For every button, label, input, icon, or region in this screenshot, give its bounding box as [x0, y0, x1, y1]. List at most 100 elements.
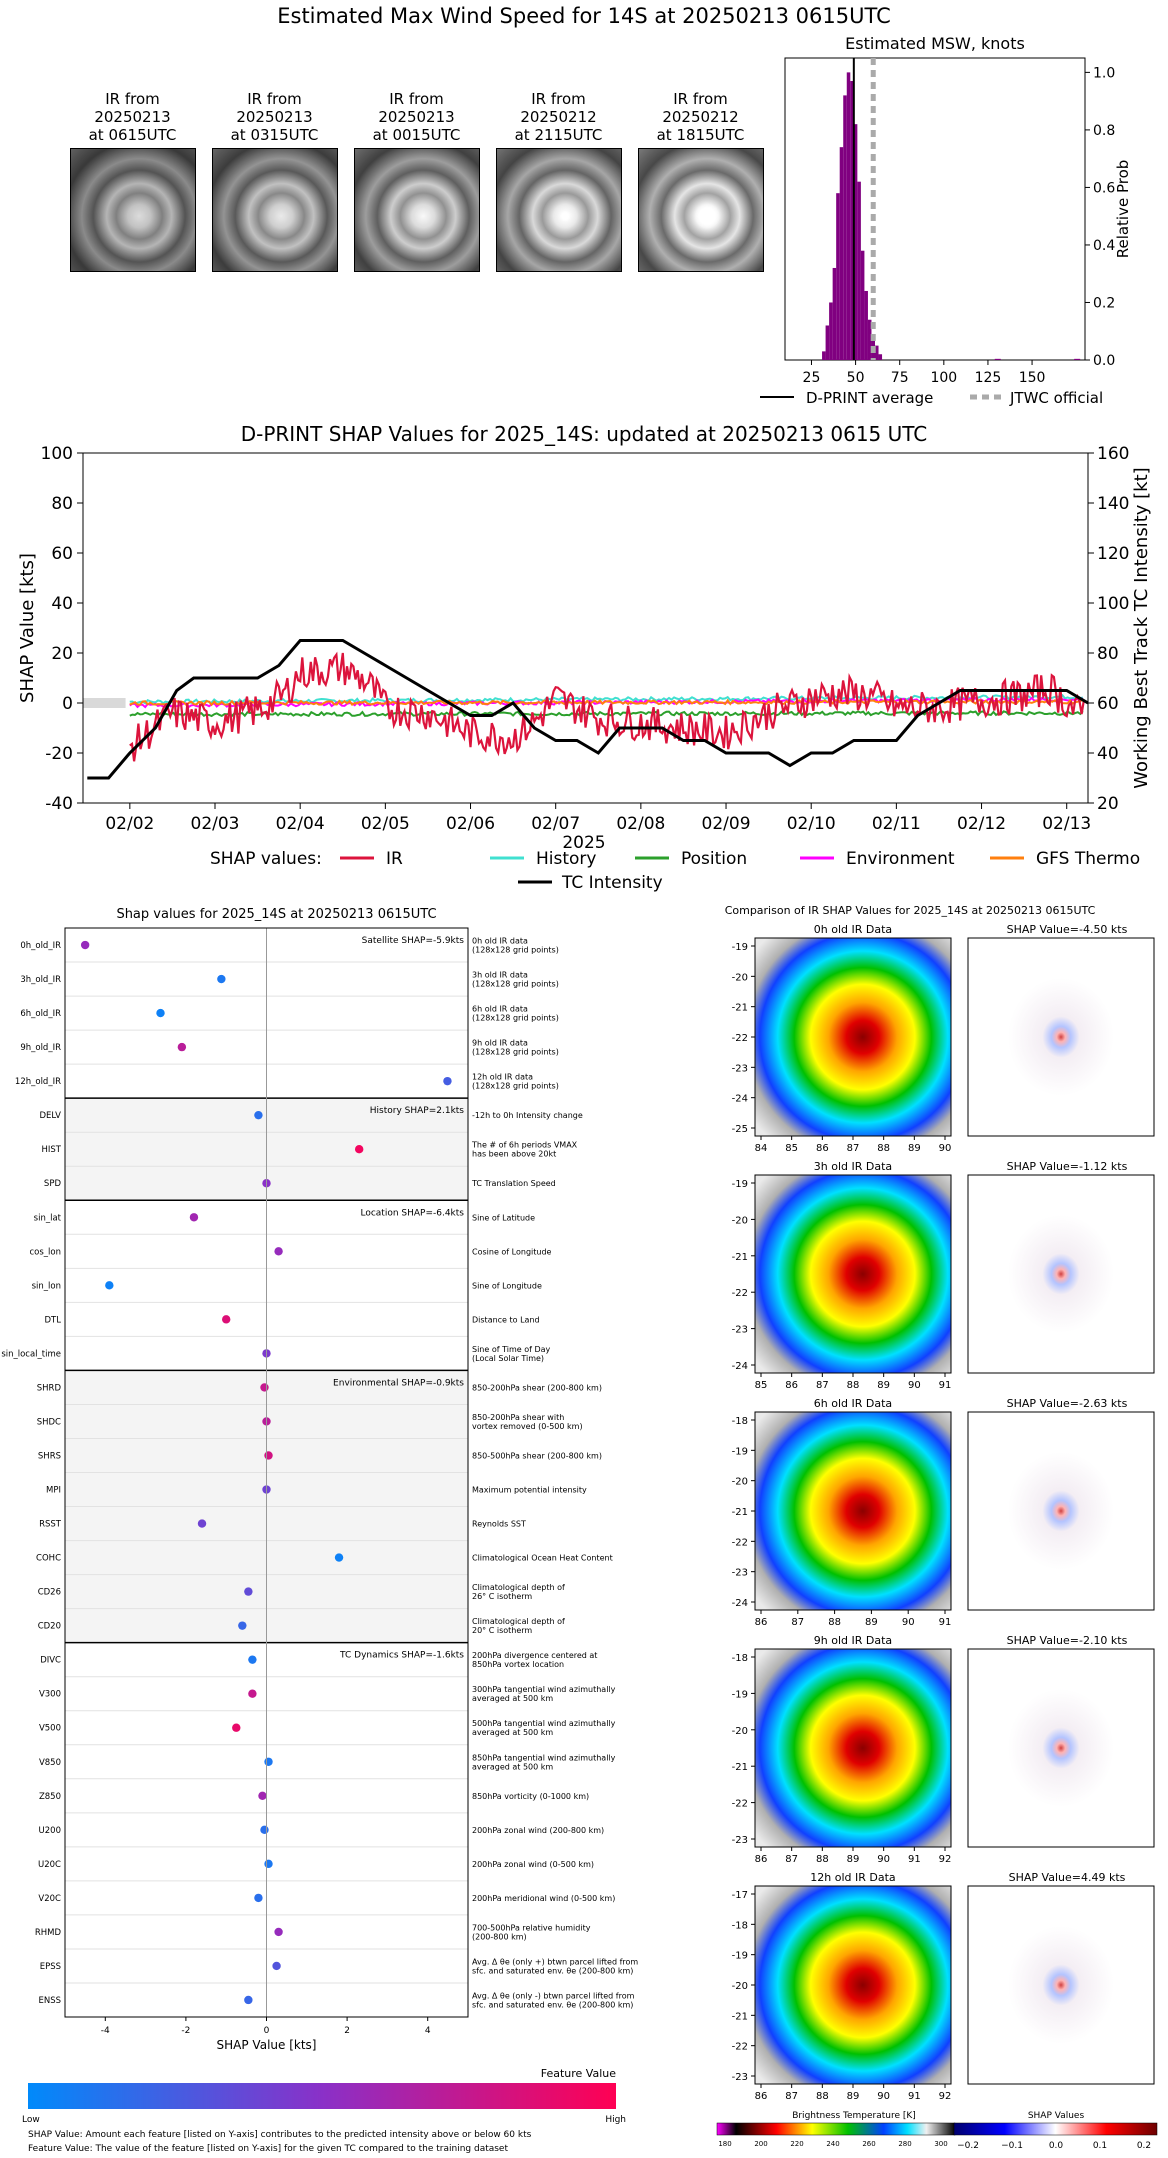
- histogram-y-tick-label: 1.0: [1093, 65, 1115, 81]
- ir-y-tick-label: -21: [732, 2011, 748, 2022]
- timeseries-y-right-tick-label: 80: [1097, 644, 1119, 664]
- feature-shap-point: [189, 1213, 199, 1222]
- bt-colorbar-tick: 280: [898, 2140, 911, 2148]
- feature-name: V20C: [38, 1894, 61, 1904]
- feature-description: averaged at 500 km: [472, 1728, 553, 1737]
- feature-shap-point: [254, 1893, 263, 1903]
- ir-y-tick-label: -20: [732, 1215, 748, 1226]
- thumbnail-label: IR from 20250212 at 2115UTC: [486, 90, 631, 144]
- histogram-bar: [832, 267, 837, 360]
- footnote: SHAP Value: Amount each feature [listed …: [28, 2130, 532, 2140]
- ir-y-tick-label: -20: [732, 1726, 748, 1737]
- timeseries-y-tick-label: 60: [51, 544, 73, 564]
- feature-shap-point: [274, 1247, 283, 1256]
- ir-x-tick-label: 90: [939, 1143, 952, 1154]
- histogram-y-tick-label: 0.0: [1093, 353, 1115, 369]
- shap-colorbar-label: SHAP Values: [1028, 2111, 1085, 2121]
- ir-x-tick-label: 89: [865, 1617, 878, 1628]
- shap-colorbar-tick: −0.1: [1001, 2141, 1023, 2151]
- feature-name: EPSS: [40, 1962, 61, 1972]
- histogram-bar: [867, 319, 872, 360]
- feature-description: vortex removed (0-500 km): [472, 1422, 583, 1431]
- ir-comparison-title: Comparison of IR SHAP Values for 2025_14…: [725, 904, 1096, 917]
- feature-shap-point: [264, 1859, 273, 1869]
- histogram-x-tick-label: 75: [891, 370, 909, 386]
- legend-label: History: [536, 849, 596, 869]
- timeseries-y-right-tick-label: 60: [1097, 694, 1119, 714]
- timeseries-y-tick-label: 0: [62, 694, 73, 714]
- feature-name: U20C: [38, 1860, 61, 1870]
- ir-x-tick-label: 87: [847, 1143, 860, 1154]
- feature-description: 850-500hPa shear (200-800 km): [472, 1451, 602, 1460]
- thumbnail-label: IR from 20250213 at 0615UTC: [60, 90, 205, 144]
- timeseries-xlabel: 2025: [562, 833, 605, 853]
- timeseries-y-right-tick-label: 160: [1097, 444, 1129, 464]
- shap-map-blob: [1008, 1926, 1114, 2044]
- feature-description: has been above 20kt: [472, 1150, 556, 1159]
- feature-shap-point: [260, 1825, 269, 1835]
- thumbnail-label-line: at 0015UTC: [372, 126, 461, 144]
- feature-description: (128x128 grid points): [472, 980, 559, 989]
- ir-x-tick-label: 85: [785, 1143, 798, 1154]
- feature-description: 850hPa tangential wind azimuthally: [472, 1753, 616, 1762]
- feature-description: The # of 6h periods VMAX: [471, 1141, 578, 1150]
- histogram-bar: [850, 81, 854, 360]
- feature-name: SHDC: [37, 1417, 61, 1427]
- thumbnail-label-line: 20250213: [94, 108, 171, 126]
- shap-panel-title: SHAP Value=-2.10 kts: [1007, 1634, 1128, 1647]
- feature-name: sin_local_time: [1, 1349, 61, 1359]
- histogram-ylabel: Relative Prob: [1114, 160, 1132, 259]
- timeseries-x-tick-label: 02/13: [1042, 814, 1091, 834]
- feature-description: 850hPa vortex location: [472, 1660, 564, 1669]
- ir-x-tick-label: 88: [816, 2091, 829, 2102]
- ir-image-panel: [754, 1411, 952, 1611]
- ir-x-tick-label: 86: [755, 1854, 768, 1865]
- ir-y-tick-label: -22: [732, 2042, 748, 2053]
- histogram-x-tick-label: 25: [803, 370, 821, 386]
- histogram-bar: [836, 193, 840, 360]
- feature-name: CD20: [38, 1622, 61, 1632]
- feature-description: (128x128 grid points): [472, 946, 559, 955]
- feature-description: Maximum potential intensity: [472, 1486, 587, 1495]
- ir-y-tick-label: -18: [732, 1416, 748, 1427]
- ir-x-tick-label: 86: [816, 1143, 829, 1154]
- ir-x-tick-label: 89: [847, 2091, 860, 2102]
- bt-colorbar-tick: 220: [790, 2140, 803, 2148]
- ir-x-tick-label: 89: [908, 1143, 921, 1154]
- timeseries-ylabel-right: Working Best Track TC Intensity [kt]: [1131, 467, 1152, 788]
- feature-name: V300: [39, 1690, 61, 1700]
- colorbar-low-label: Low: [22, 2115, 40, 2125]
- timeseries-y-right-tick-label: 40: [1097, 744, 1119, 764]
- feature-description: 200hPa divergence centered at: [472, 1651, 597, 1660]
- feature-shap-point: [264, 1757, 273, 1766]
- timeseries-title: D-PRINT SHAP Values for 2025_14S: update…: [241, 422, 928, 446]
- colorbar-high-label: High: [605, 2115, 626, 2125]
- feature-name: RSST: [39, 1520, 62, 1530]
- ir-y-tick-label: -19: [732, 1446, 748, 1457]
- ir-image-panel: [754, 1174, 952, 1374]
- ir-x-tick-label: 91: [939, 1380, 952, 1391]
- ir-thumbnail-image: [496, 148, 622, 272]
- ir-y-tick-label: -22: [732, 1033, 748, 1044]
- feature-name: DTL: [45, 1315, 62, 1325]
- histogram-bar: [846, 72, 851, 360]
- feature-name: U200: [39, 1826, 61, 1836]
- ir-x-tick-label: 88: [877, 1143, 890, 1154]
- feature-shap-point: [272, 1961, 281, 1971]
- ir-y-tick-label: -19: [732, 1951, 748, 1962]
- ir-y-tick-label: -19: [732, 1179, 748, 1190]
- feature-shap-point: [177, 1042, 187, 1052]
- feature-shap-point: [244, 1587, 253, 1596]
- feature-x-tick-label: 4: [425, 2026, 431, 2036]
- ir-y-tick-label: -21: [732, 1252, 748, 1263]
- shap-panel-title: SHAP Value=-2.63 kts: [1007, 1397, 1128, 1410]
- ir-x-tick-label: 92: [939, 1854, 952, 1865]
- feature-name: cos_lon: [29, 1247, 61, 1257]
- ir-x-tick-label: 88: [828, 1617, 841, 1628]
- histogram-y-tick-label: 0.8: [1093, 123, 1115, 139]
- ir-y-tick-label: -23: [732, 1325, 748, 1336]
- feature-description: averaged at 500 km: [472, 1694, 553, 1703]
- ir-comparison-panel: Comparison of IR SHAP Values for 2025_14…: [716, 904, 1158, 2151]
- ir-y-tick-label: -23: [732, 1568, 748, 1579]
- ir-x-tick-label: 85: [755, 1380, 768, 1391]
